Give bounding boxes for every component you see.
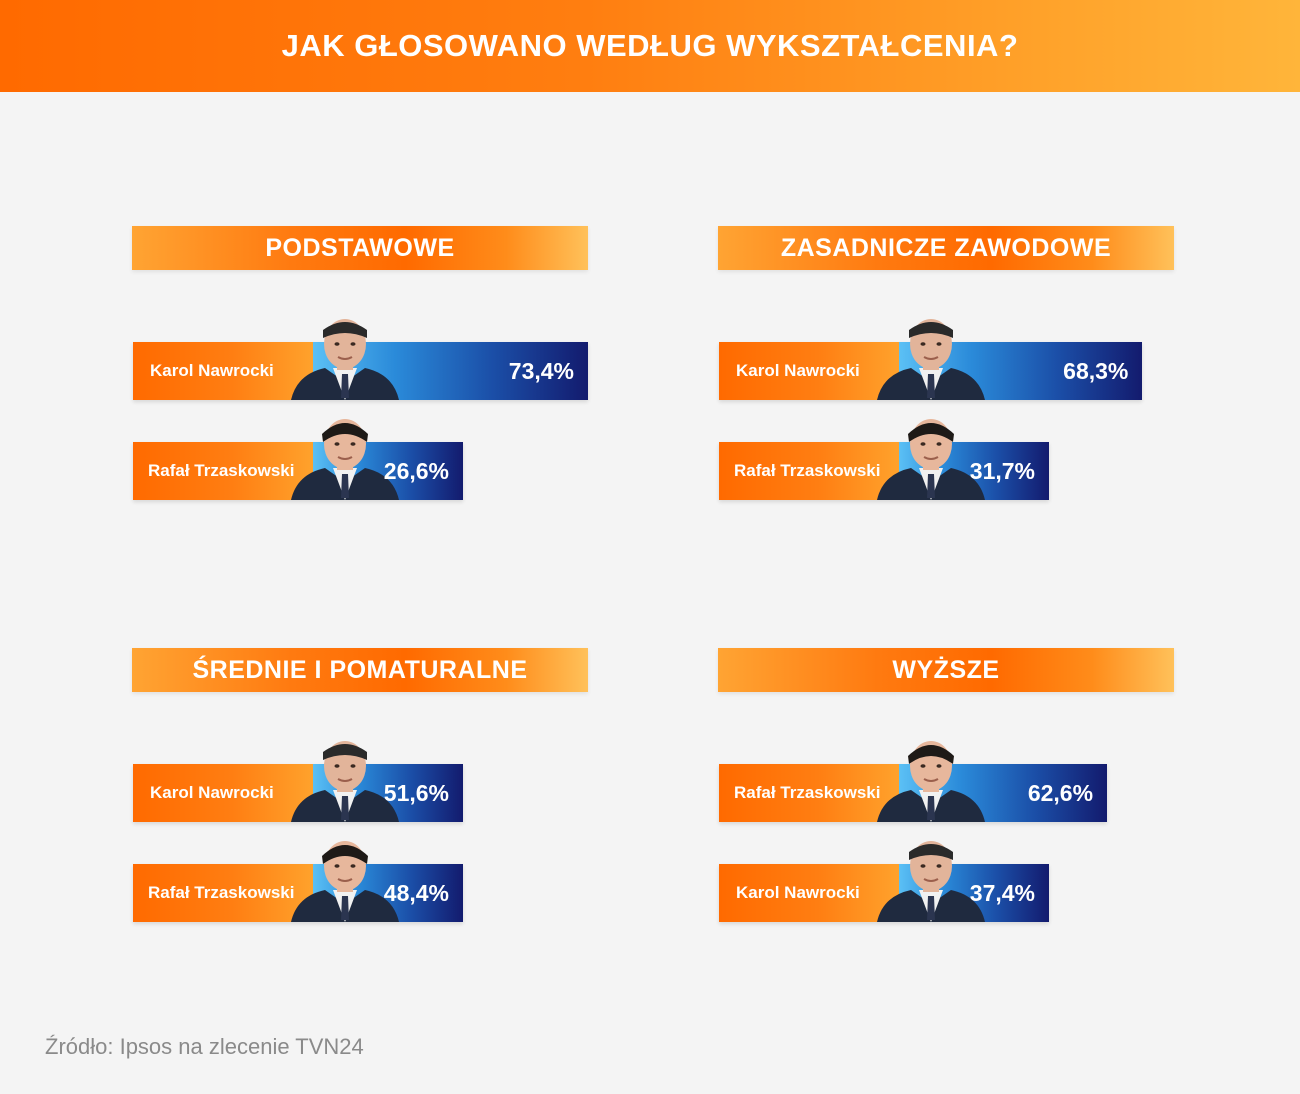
candidate-name: Rafał Trzaskowski xyxy=(148,883,295,902)
percent-label: 48,4% xyxy=(383,879,449,906)
panel-zasadnicze-zawodowe: ZASADNICZE ZAWODOWE Karol Nawrocki 68,3% R… xyxy=(718,226,1178,526)
bar-nawrocki: Karol Nawrocki 51,6% xyxy=(133,741,463,822)
portrait-nawrocki xyxy=(871,312,991,400)
portrait-trzaskowski xyxy=(871,734,991,822)
panel-podstawowe: PODSTAWOWE Karol Nawrocki 73,4% Rafał Trza… xyxy=(132,226,592,526)
bar-trzaskowski: Rafał Trzaskowski 31,7% xyxy=(719,419,1049,500)
bar-name-area xyxy=(133,442,313,500)
header-banner: JAK GŁOSOWANO WEDŁUG WYKSZTAŁCENIA? xyxy=(0,0,1300,92)
bar-trzaskowski: Rafał Trzaskowski 62,6% xyxy=(719,741,1108,822)
bar-name-area xyxy=(133,864,313,922)
portrait-nawrocki xyxy=(871,834,991,922)
portrait-trzaskowski xyxy=(285,834,405,922)
percent-label: 51,6% xyxy=(383,779,449,806)
candidate-name: Karol Nawrocki xyxy=(736,883,860,902)
portrait-trzaskowski xyxy=(285,412,405,500)
bar-nawrocki: Karol Nawrocki 68,3% xyxy=(719,319,1143,400)
bar-nawrocki: Karol Nawrocki 37,4% xyxy=(719,841,1049,922)
bar-trzaskowski: Rafał Trzaskowski 26,6% xyxy=(133,419,463,500)
percent-label: 62,6% xyxy=(1027,779,1094,806)
bar-name-area xyxy=(719,342,899,400)
bar-name-area xyxy=(719,864,899,922)
bar-name-area xyxy=(133,342,313,400)
page-title: JAK GŁOSOWANO WEDŁUG WYKSZTAŁCENIA? xyxy=(281,28,1019,63)
candidate-name: Rafał Trzaskowski xyxy=(734,783,881,802)
panel-title: PODSTAWOWE xyxy=(132,226,588,270)
percent-label: 26,6% xyxy=(383,457,449,484)
panel-title: ZASADNICZE ZAWODOWE xyxy=(718,226,1174,270)
portrait-nawrocki xyxy=(285,312,405,400)
candidate-name: Karol Nawrocki xyxy=(150,361,274,380)
panel-title: WYŻSZE xyxy=(718,648,1174,692)
candidate-name: Rafał Trzaskowski xyxy=(734,461,881,480)
panel-title: ŚREDNIE I POMATURALNE xyxy=(132,648,588,692)
bar-nawrocki: Karol Nawrocki 73,4% xyxy=(133,319,588,400)
bar-name-area xyxy=(133,764,313,822)
portrait-trzaskowski xyxy=(871,412,991,500)
bar-name-area xyxy=(719,442,899,500)
source-note: Źródło: Ipsos na zlecenie TVN24 xyxy=(45,1034,364,1059)
candidate-name: Karol Nawrocki xyxy=(736,361,860,380)
panel-wyzsze: WYŻSZE Rafał Trzaskowski 62,6% Karol Nawro… xyxy=(718,648,1178,948)
candidate-name: Karol Nawrocki xyxy=(150,783,274,802)
portrait-nawrocki xyxy=(285,734,405,822)
candidate-name: Rafał Trzaskowski xyxy=(148,461,295,480)
percent-label: 68,3% xyxy=(1063,357,1129,384)
panel-srednie-pomaturalne: ŚREDNIE I POMATURALNE Karol Nawrocki 51,6… xyxy=(132,648,592,948)
percent-label: 73,4% xyxy=(508,357,574,384)
percent-label: 37,4% xyxy=(969,879,1035,906)
bar-trzaskowski: Rafał Trzaskowski 48,4% xyxy=(133,841,463,922)
percent-label: 31,7% xyxy=(969,457,1035,484)
bar-name-area xyxy=(719,764,899,822)
